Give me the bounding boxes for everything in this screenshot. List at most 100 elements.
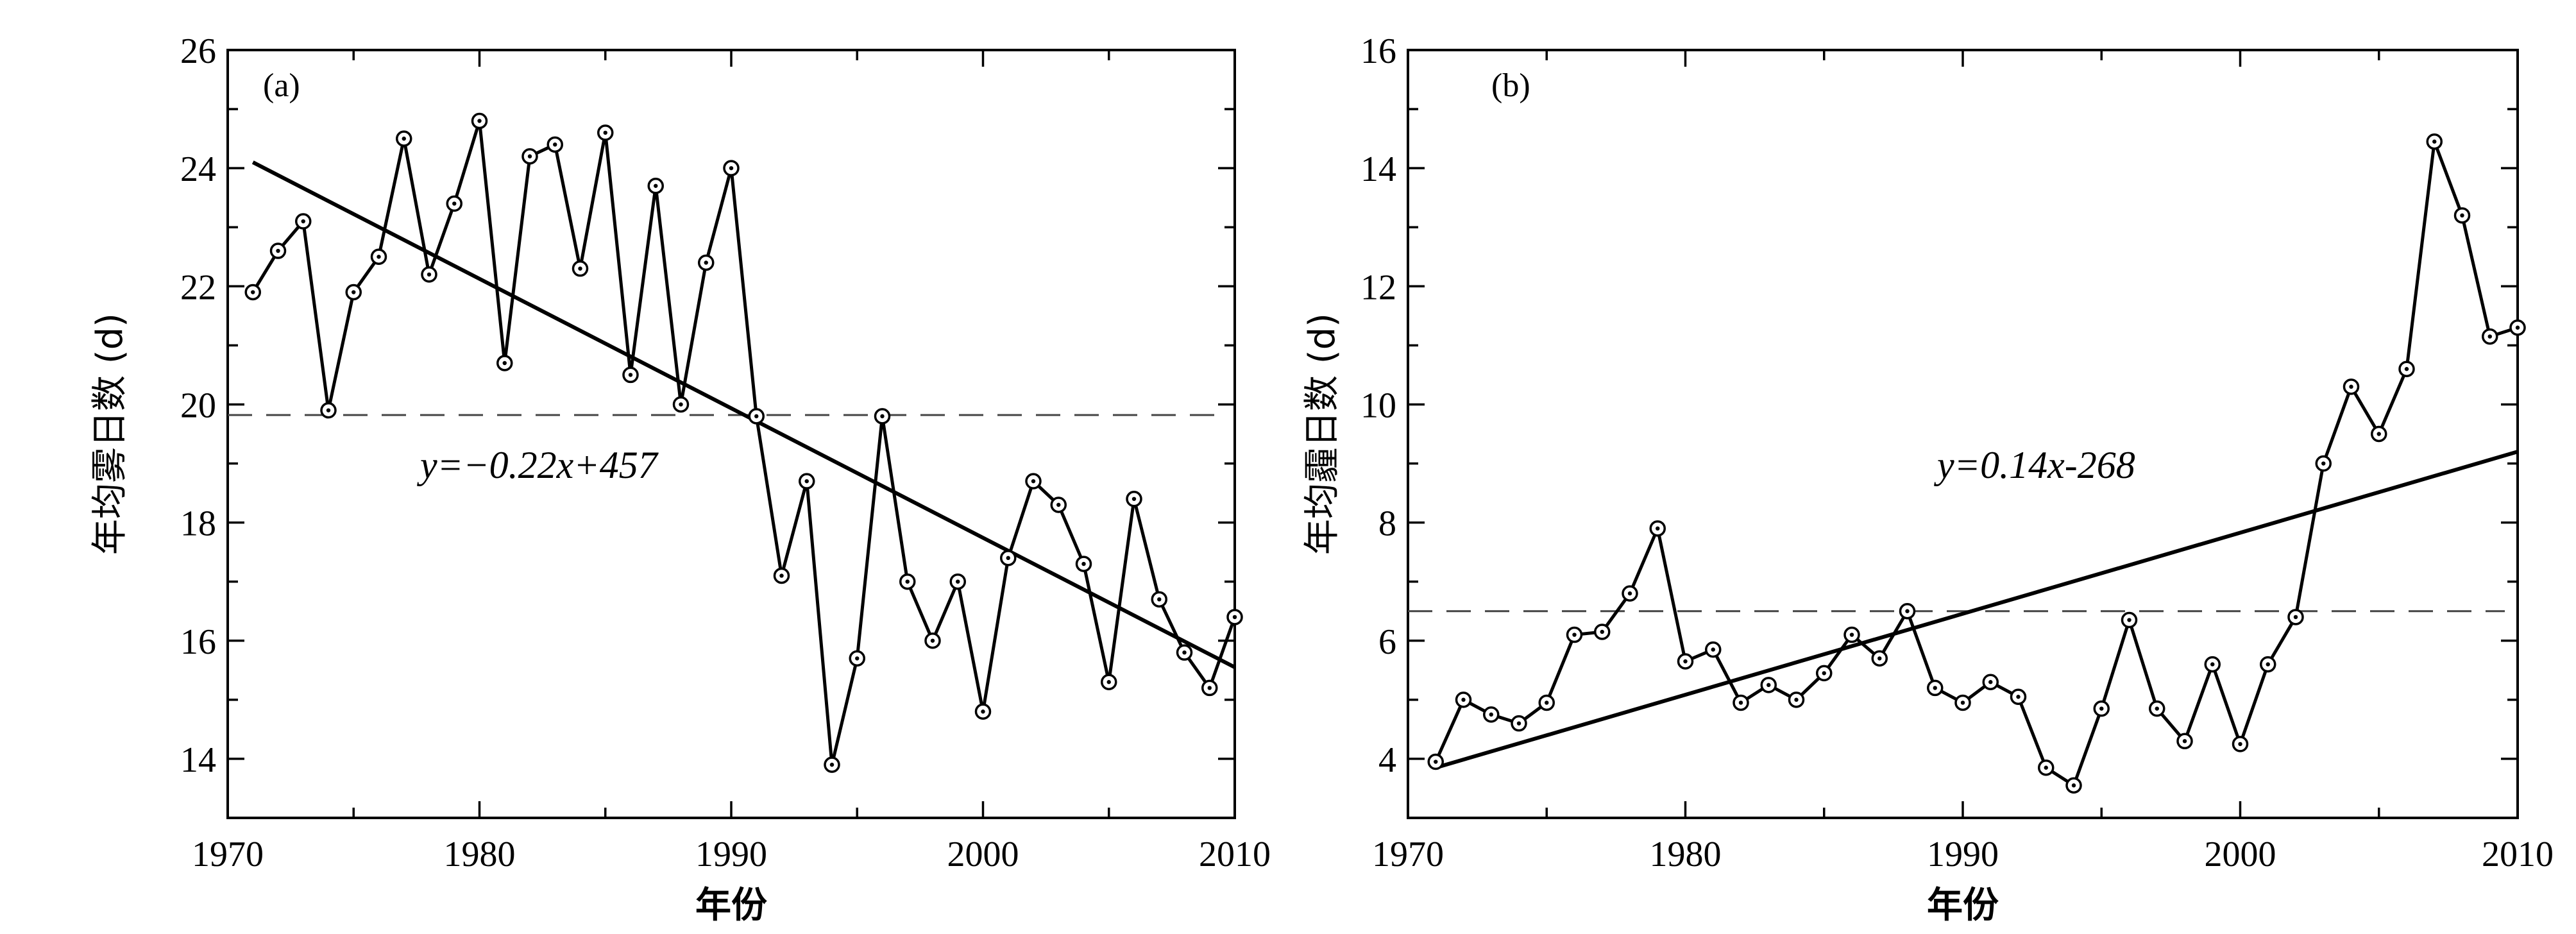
data-point-center [2293,615,2298,620]
panel-a-chart: 1970 1980 1990 2000 2010 14 16 18 20 22 24 26 年份 年均雾日… [89,31,1271,926]
data-point-center [553,142,557,147]
data-point-center [1822,671,1826,675]
data-point-center [981,709,985,714]
trend-line [1435,450,2518,770]
data-point-center [1600,629,1604,634]
data-point-center [905,579,910,584]
panel-b-chart: 1970 1980 1990 2000 2010 4 6 8 10 12 14 16 年份 年均霾日数 (… [1301,31,2554,926]
y-tick-label: 16 [180,622,216,662]
data-point-center [326,408,331,412]
data-point-center [477,119,482,123]
data-point-center [2044,765,2048,770]
data-point-center [352,290,356,294]
data-point-center [1207,686,1212,690]
data-point-center [679,402,683,407]
y-tick-label: 8 [1378,504,1396,544]
data-point-center [1106,680,1111,684]
x-axis-title: 年份 [695,885,767,926]
x-tick-label: 1980 [444,835,516,874]
data-point-center [578,266,582,271]
trend-line [251,160,1236,669]
data-point-center [2099,706,2104,711]
data-point-center [1767,683,1771,688]
data-point-center [2210,662,2215,667]
data-point-center [1738,701,1743,705]
data-point-center [2266,662,2270,667]
x-tick-label: 1970 [1372,835,1444,874]
x-tick-label: 2000 [2205,835,2276,874]
data-point-center [1656,526,1660,531]
data-point-center [2071,783,2076,788]
data-point-center [427,272,432,277]
y-tick-label: 4 [1378,740,1396,780]
y-axis-title: 年均霾日数 (d) [1301,313,1343,555]
data-point-center [502,361,507,366]
series-line [1434,140,2518,787]
data-point-center [603,130,607,135]
data-point-center [956,579,960,584]
y-axis: 4 6 8 10 12 14 16 [1360,31,2518,780]
data-point-center [1031,479,1036,484]
data-point-center [1056,502,1061,507]
y-tick-label: 14 [180,740,216,780]
y-tick-label: 24 [180,149,216,189]
data-point-center [1131,497,1137,501]
data-point-center [1182,650,1187,655]
data-point-center [527,154,532,158]
data-point-center [2404,367,2409,371]
y-tick-label: 10 [1360,386,1396,425]
data-point-center [1157,597,1162,602]
data-point-center [1545,701,1549,705]
data-point-center [880,414,885,419]
data-point-center [1849,633,1854,637]
data-point-center [402,136,406,141]
data-point-center [2515,325,2520,330]
regression-equation: y=−0.22x+457 [416,444,659,486]
data-point-center [2127,618,2131,622]
y-tick-label: 22 [180,267,216,307]
data-point-center [1489,712,1493,717]
data-point-center [452,201,457,206]
data-point-center [804,479,809,484]
y-axis-title: 年均雾日数 (d) [89,313,131,555]
data-point-center [829,762,835,767]
y-tick-label: 14 [1360,149,1396,189]
data-point-center [1572,633,1577,637]
data-point-center [2432,139,2437,144]
x-axis: 1970 1980 1990 2000 2010 [192,50,1271,874]
data-point-center [754,414,759,419]
x-tick-label: 1970 [192,835,264,874]
data-point-center [628,373,633,377]
y-tick-label: 6 [1378,622,1396,662]
y-tick-label: 18 [180,504,216,544]
data-point-center [1627,591,1632,596]
data-point-center [1081,561,1086,566]
data-point-center [377,255,381,259]
data-point-center [779,573,784,578]
data-point-center [1905,609,1910,613]
data-point-center [2182,739,2187,743]
data-point-center [1516,721,1521,726]
data-point-center [1683,659,1688,664]
data-point-center [2238,742,2242,747]
x-tick-label: 1990 [695,835,767,874]
data-point-center [276,248,280,253]
x-tick-label: 2010 [2482,835,2554,874]
series-markers [244,112,1243,773]
data-point-center [301,219,305,224]
data-point-center [704,260,708,265]
data-point-center [855,656,860,661]
y-axis: 14 16 18 20 22 24 26 [180,31,1235,780]
regression-equation: y=0.14x-268 [1933,444,2135,486]
data-point-center [729,166,734,171]
data-point-center [2377,432,2381,436]
data-point-center [1461,697,1466,702]
data-point-center [654,183,658,188]
series-markers [1427,133,2526,794]
x-axis-title: 年份 [1927,885,1999,926]
x-tick-label: 1980 [1650,835,1722,874]
x-tick-label: 2010 [1199,835,1271,874]
series-line [251,119,1237,767]
data-point-center [1960,701,1965,705]
y-tick-label: 20 [180,386,216,425]
